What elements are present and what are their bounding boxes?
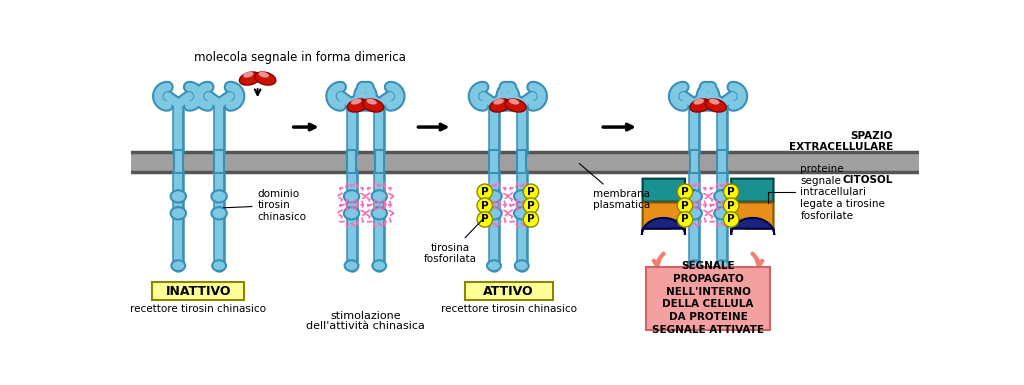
Ellipse shape	[372, 190, 387, 203]
Ellipse shape	[211, 207, 226, 219]
Bar	[375, 150, 384, 173]
Circle shape	[724, 198, 739, 213]
Text: P: P	[481, 214, 488, 224]
Ellipse shape	[344, 207, 359, 219]
Ellipse shape	[347, 99, 369, 112]
Bar	[489, 150, 499, 173]
Text: stimolazione: stimolazione	[330, 311, 400, 321]
Ellipse shape	[509, 99, 519, 105]
Ellipse shape	[362, 99, 384, 112]
Text: ATTIVO: ATTIVO	[483, 285, 534, 298]
Ellipse shape	[489, 99, 511, 112]
Ellipse shape	[486, 207, 502, 219]
Text: P: P	[527, 214, 535, 224]
Ellipse shape	[706, 99, 726, 112]
Text: proteine
segnale
intracellulari
legate a tirosine
fosforilate: proteine segnale intracellulari legate a…	[768, 164, 886, 221]
Text: recettore tirosin chinasico: recettore tirosin chinasico	[130, 304, 266, 314]
Ellipse shape	[486, 190, 502, 203]
Text: P: P	[481, 201, 488, 211]
Text: membrana
plasmatica: membrana plasmatica	[580, 164, 650, 210]
Text: tirosina
fosforilata: tirosina fosforilata	[424, 218, 484, 264]
Circle shape	[724, 212, 739, 227]
Text: CITOSOL: CITOSOL	[843, 175, 893, 185]
Ellipse shape	[686, 207, 701, 219]
Text: recettore tirosin chinasico: recettore tirosin chinasico	[440, 304, 577, 314]
Ellipse shape	[211, 190, 226, 203]
Circle shape	[523, 198, 539, 213]
Ellipse shape	[715, 260, 729, 271]
Ellipse shape	[487, 260, 501, 271]
Ellipse shape	[351, 99, 361, 105]
Ellipse shape	[171, 190, 186, 203]
Polygon shape	[642, 218, 685, 235]
Ellipse shape	[258, 72, 269, 78]
FancyBboxPatch shape	[153, 282, 244, 300]
Ellipse shape	[372, 207, 387, 219]
Circle shape	[523, 184, 539, 199]
Text: P: P	[681, 214, 689, 224]
Bar	[131, 152, 920, 172]
Polygon shape	[724, 179, 773, 202]
Bar	[717, 150, 727, 173]
Circle shape	[677, 212, 692, 227]
Text: P: P	[527, 201, 535, 211]
Ellipse shape	[687, 260, 701, 271]
Circle shape	[677, 184, 692, 199]
Ellipse shape	[514, 190, 529, 203]
Bar	[174, 150, 183, 173]
Bar	[689, 150, 698, 173]
Ellipse shape	[514, 207, 529, 219]
Circle shape	[477, 184, 493, 199]
Polygon shape	[733, 203, 773, 229]
Polygon shape	[731, 218, 774, 235]
Text: P: P	[727, 187, 735, 197]
Ellipse shape	[690, 99, 711, 112]
Text: dominio
tirosin
chinasico: dominio tirosin chinasico	[223, 189, 306, 222]
Ellipse shape	[344, 190, 359, 203]
Ellipse shape	[171, 260, 185, 271]
Text: dell'attività chinasica: dell'attività chinasica	[306, 321, 425, 331]
Ellipse shape	[212, 260, 226, 271]
Circle shape	[477, 212, 493, 227]
Ellipse shape	[714, 207, 730, 219]
Bar	[517, 150, 526, 173]
Text: INATTIVO: INATTIVO	[166, 285, 231, 298]
Ellipse shape	[714, 190, 730, 203]
Polygon shape	[643, 203, 683, 229]
Ellipse shape	[515, 260, 528, 271]
Text: SPAZIO: SPAZIO	[851, 131, 893, 141]
Text: SEGNALE
PROPAGATO
NELL'INTERNO
DELLA CELLULA
DA PROTEINE
SEGNALE ATTIVATE: SEGNALE PROPAGATO NELL'INTERNO DELLA CEL…	[652, 261, 764, 335]
FancyBboxPatch shape	[646, 267, 770, 330]
Circle shape	[477, 198, 493, 213]
Text: EXTRACELLULARE: EXTRACELLULARE	[788, 142, 893, 152]
Ellipse shape	[494, 99, 504, 105]
Polygon shape	[643, 179, 692, 202]
Ellipse shape	[367, 99, 377, 105]
Ellipse shape	[243, 72, 254, 78]
Ellipse shape	[686, 190, 701, 203]
Text: P: P	[527, 187, 535, 197]
Ellipse shape	[171, 207, 186, 219]
Bar	[347, 150, 356, 173]
Ellipse shape	[345, 260, 358, 271]
Ellipse shape	[240, 72, 260, 85]
Text: molecola segnale in forma dimerica: molecola segnale in forma dimerica	[194, 51, 406, 64]
Ellipse shape	[373, 260, 386, 271]
Ellipse shape	[709, 99, 720, 105]
Bar	[214, 150, 223, 173]
Ellipse shape	[255, 72, 275, 85]
Circle shape	[523, 212, 539, 227]
Circle shape	[724, 184, 739, 199]
Text: P: P	[727, 201, 735, 211]
Text: P: P	[727, 214, 735, 224]
Text: P: P	[681, 187, 689, 197]
Circle shape	[677, 198, 692, 213]
Text: P: P	[481, 187, 488, 197]
Ellipse shape	[505, 99, 526, 112]
Text: P: P	[681, 201, 689, 211]
FancyBboxPatch shape	[465, 282, 553, 300]
Ellipse shape	[693, 99, 705, 105]
